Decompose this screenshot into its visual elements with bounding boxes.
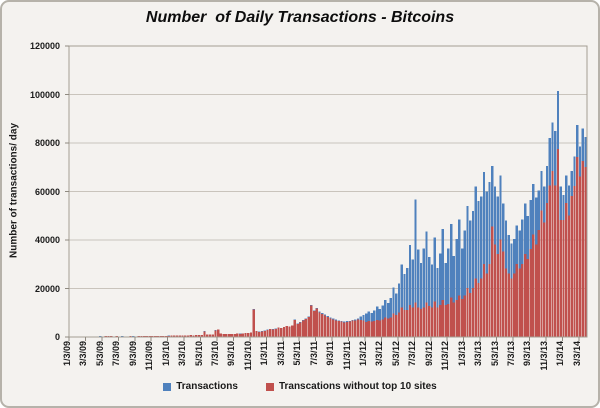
x-axis-tick-label: 5/3/13 (489, 341, 500, 367)
x-axis-tick-label: 11/3/10 (242, 341, 253, 371)
y-axis-tick-label: 20000 (34, 283, 60, 294)
chart-svg (65, 45, 588, 341)
x-axis-tick-label: 7/3/11 (308, 341, 319, 366)
x-axis-tick-label: 1/3/12 (358, 341, 368, 367)
without-top10-series (69, 149, 587, 338)
x-axis-tick-label: 3/3/14 (571, 341, 582, 367)
plot-area (60, 41, 592, 345)
x-axis-tick-label: 1/3/09 (62, 341, 72, 367)
x-axis-tick-label: 11/3/13 (538, 341, 549, 371)
x-axis-tick-label: 7/3/13 (506, 341, 516, 367)
x-axis-tick-label: 5/3/11 (292, 341, 303, 366)
x-axis-tick-label: 3/3/11 (275, 341, 286, 366)
y-axis-tick-label: 0 (54, 332, 60, 342)
x-axis-tick-label: 7/3/12 (407, 341, 418, 367)
x-axis-tick-label: 9/3/09 (127, 341, 138, 367)
legend-label: Transactions (176, 381, 238, 392)
legend-item-without-top10: Transcations without top 10 sites (265, 381, 437, 392)
x-axis-tick-label: 1/3/13 (456, 341, 467, 367)
x-axis-tick-label: 1/3/11 (259, 341, 270, 366)
axis-ticks (65, 45, 580, 341)
x-axis-tick-label: 3/3/10 (177, 341, 188, 367)
legend-swatch-icon (163, 382, 172, 391)
legend-label: Transcations without top 10 sites (278, 381, 437, 392)
y-axis-tick-label: 60000 (34, 186, 60, 197)
y-axis-tick-label: 100000 (29, 89, 60, 100)
legend-item-transactions: Transactions (163, 381, 238, 392)
x-axis-tick-label: 7/3/10 (210, 341, 220, 367)
x-axis-tick-label: 3/3/13 (473, 341, 484, 367)
x-axis-tick-label: 5/3/10 (193, 341, 204, 367)
y-axis-tick-label: 120000 (29, 41, 60, 51)
x-axis-tick-label: 5/3/09 (94, 341, 105, 367)
x-axis-tick-label: 9/3/10 (226, 341, 237, 367)
y-axis-tick-label: 80000 (34, 138, 60, 148)
legend-swatch-icon (265, 382, 274, 391)
x-axis-tick-label: 3/3/12 (374, 341, 385, 367)
x-axis-tick-label: 9/3/13 (522, 341, 533, 367)
legend: Transactions Transcations without top 10 … (2, 381, 598, 392)
x-axis-tick-label: 11/3/11 (341, 341, 352, 371)
x-axis-tick-label: 3/3/09 (78, 341, 89, 367)
x-axis-tick-label: 11/3/09 (144, 341, 155, 371)
x-axis-tick-label: 11/3/12 (440, 341, 451, 371)
y-axis-tick-label: 40000 (34, 235, 60, 245)
x-axis-tick-label: 5/3/12 (390, 341, 401, 367)
x-axis-tick-label: 1/3/10 (160, 341, 171, 367)
x-axis-tick-label: 1/3/14 (555, 341, 566, 367)
chart-title: Number of Daily Transactions - Bitcoins (145, 9, 455, 26)
x-axis-tick-label: 7/3/09 (111, 341, 122, 367)
x-axis-tick-label: 9/3/12 (423, 341, 434, 367)
x-axis-tick-label: 9/3/11 (325, 341, 336, 366)
